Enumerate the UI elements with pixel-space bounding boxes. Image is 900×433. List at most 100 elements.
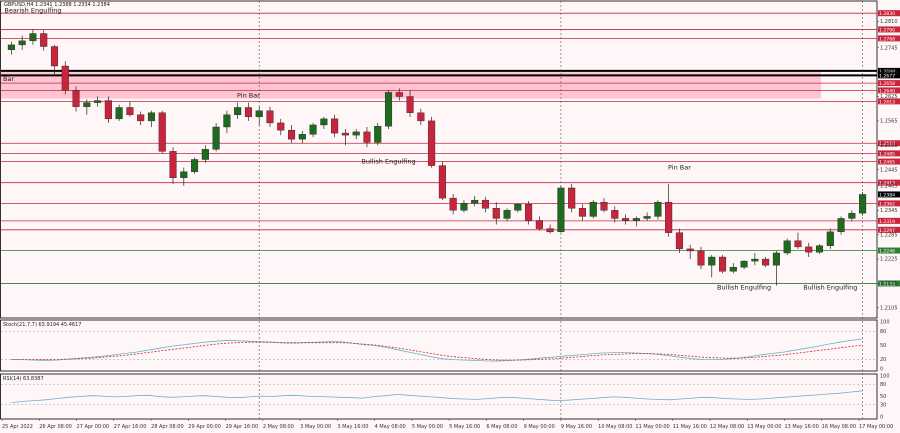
candle-body-27: [298, 134, 306, 140]
time-tick-5: 29 Apr 00:00: [188, 424, 221, 430]
time-tick-21: 13 May 16:00: [784, 424, 818, 430]
stoch-tick-0: 100: [880, 320, 890, 326]
annotation-3: Pin Bar: [668, 164, 691, 172]
current-price-tag: [878, 191, 900, 198]
candle-body-37: [406, 96, 414, 113]
candle-body-25: [277, 122, 285, 131]
time-tick-9: 3 May 16:00: [337, 424, 368, 430]
level-tag-label-9: 1.2485: [879, 151, 895, 157]
price-tick-2: 1.2685: [880, 70, 898, 76]
candle-body-9: [104, 100, 112, 120]
candle-body-64: [697, 250, 705, 266]
candle-body-34: [374, 125, 382, 143]
annotation-2: Bullish Engulfing: [361, 158, 415, 166]
level-tag-6: [878, 87, 900, 94]
time-tick-6: 29 Apr 16:00: [226, 424, 259, 430]
candle-body-79: [859, 194, 867, 214]
stoch-tick-3: 20: [880, 357, 886, 363]
rsi-tick-2: 50: [880, 394, 886, 400]
candle-body-57: [622, 218, 630, 221]
time-tick-17: 11 May 00:00: [635, 424, 669, 430]
candle-body-13: [147, 112, 156, 122]
time-tick-7: 2 May 08:00: [263, 424, 294, 430]
stoch-panel-frame: [0, 319, 878, 372]
candle-body-50: [546, 228, 554, 233]
time-tick-4: 28 Apr 08:00: [151, 424, 184, 430]
level-tag-2: [878, 35, 900, 42]
time-tick-11: 5 May 00:00: [412, 424, 443, 430]
time-tick-10: 4 May 08:00: [375, 424, 406, 430]
candle-body-58: [632, 218, 640, 221]
candle-body-32: [352, 131, 360, 136]
candle-body-24: [266, 110, 274, 124]
candle-body-76: [826, 231, 834, 246]
candle-body-31: [341, 132, 349, 136]
time-tick-12: 5 May 16:00: [449, 424, 480, 430]
level-tag-5: [878, 80, 900, 87]
symbol-header: GBPUSD,H4 1.2341 1.2388 1.2334 1.2384: [4, 2, 110, 8]
candle-body-7: [83, 102, 91, 107]
candle-body-46: [503, 210, 511, 219]
candle-body-72: [783, 240, 791, 254]
time-tick-3: 27 Apr 16:00: [114, 424, 147, 430]
level-tag-label-11: 1.2413: [879, 181, 895, 187]
candle-body-33: [363, 131, 371, 143]
candle-body-11: [126, 107, 134, 115]
zone-label: Bar: [3, 75, 14, 83]
level-tag-label-0: 1.2830: [879, 11, 895, 17]
level-tag-label-14: 1.2297: [879, 228, 895, 234]
candle-body-44: [481, 199, 490, 209]
candle-body-4: [50, 46, 59, 67]
candle-body-60: [654, 201, 662, 217]
price-tick-11: 1.2165: [880, 281, 898, 287]
candle-body-40: [438, 165, 446, 199]
time-tick-1: 26 Apr 08:00: [39, 424, 72, 430]
candle-body-68: [740, 260, 748, 268]
candle-body-61: [665, 201, 673, 233]
level-tag-label-7: 1.2613: [879, 99, 895, 105]
candle-body-21: [234, 107, 242, 115]
current-price-label: 1.2384: [879, 192, 895, 198]
candle-body-39: [428, 120, 436, 166]
candle-body-42: [460, 203, 468, 211]
candle-body-73: [794, 240, 802, 248]
candle-body-59: [643, 216, 651, 219]
time-tick-2: 27 Apr 00:00: [77, 424, 110, 430]
level-tag-label-12: 1.2362: [879, 201, 895, 207]
level-tag-label-13: 1.2319: [879, 219, 895, 225]
candle-body-71: [772, 252, 780, 266]
annotation-0: Bearish Engulfing: [4, 6, 61, 14]
stoch-series-main: [11, 338, 863, 362]
level-tag-label-10: 1.2465: [879, 160, 895, 166]
rsi-panel-frame: [0, 373, 878, 420]
candle-body-16: [180, 171, 188, 178]
candle-body-1: [18, 40, 26, 46]
candle-body-23: [255, 110, 263, 118]
candle-body-38: [417, 112, 425, 122]
level-tag-0: [878, 10, 900, 17]
candle-body-12: [137, 114, 145, 122]
rsi-series-rsi: [11, 390, 863, 403]
level-tag-16: [878, 280, 900, 287]
candle-body-55: [600, 201, 608, 211]
level-tag-label-15: 1.2246: [879, 249, 895, 255]
price-tick-10: 1.2225: [880, 257, 898, 263]
level-tag-9: [878, 150, 900, 157]
time-tick-15: 9 May 16:00: [561, 424, 592, 430]
candle-body-3: [40, 33, 48, 47]
time-tick-23: 17 May 00:00: [859, 424, 893, 430]
candle-body-8: [94, 100, 102, 103]
candle-body-0: [7, 44, 15, 50]
level-tag-label-5: 1.2658: [879, 81, 895, 87]
candle-body-48: [525, 204, 533, 221]
level-tag-4: [878, 72, 900, 79]
candle-body-15: [169, 151, 177, 178]
level-tag-11: [878, 179, 900, 186]
level-tag-label-6: 1.2640: [879, 88, 895, 94]
candle-body-22: [244, 107, 252, 118]
time-tick-19: 12 May 08:00: [710, 424, 744, 430]
level-tag-10: [878, 158, 900, 165]
level-tag-1: [878, 26, 900, 33]
